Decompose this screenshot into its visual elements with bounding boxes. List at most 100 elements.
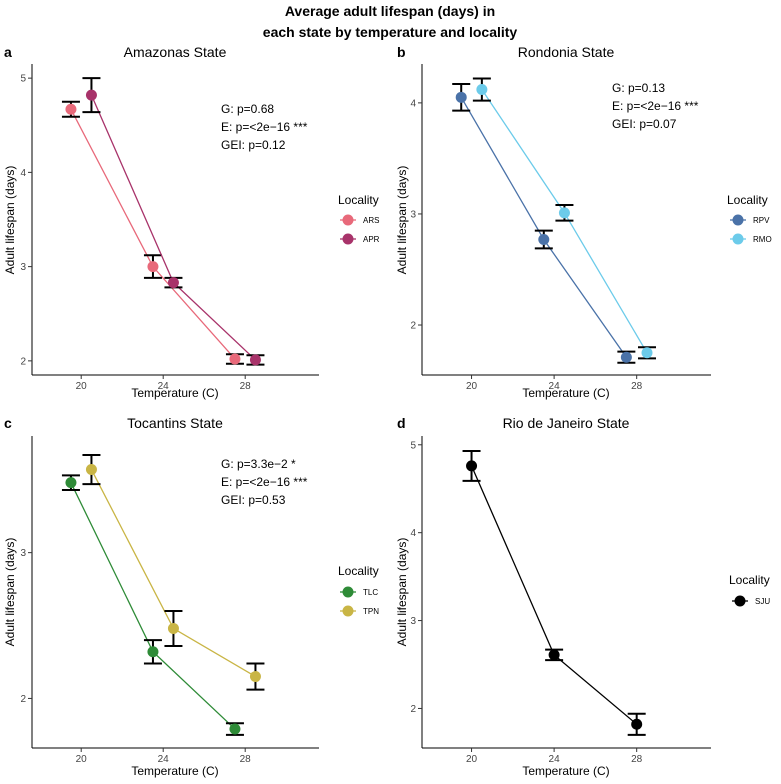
legend-label: TPN xyxy=(363,607,379,616)
stats-annotation: G: p=0.68 xyxy=(221,102,274,116)
legend-key-marker xyxy=(734,595,746,607)
data-point-apr xyxy=(249,354,261,366)
data-point-sju xyxy=(631,718,643,730)
stats-annotation: GEI: p=0.07 xyxy=(612,117,677,131)
legend-title: Locality xyxy=(338,564,379,578)
data-point-apr xyxy=(85,89,97,101)
panel-label: d xyxy=(397,415,406,431)
y-tick-label: 4 xyxy=(410,528,416,539)
figure-title-line2: each state by temperature and locality xyxy=(263,24,518,40)
stats-annotation: GEI: p=0.12 xyxy=(221,138,286,152)
panel-title: Amazonas State xyxy=(124,44,227,60)
x-tick-label: 20 xyxy=(76,381,88,392)
data-point-ars xyxy=(65,103,77,115)
data-point-ars xyxy=(229,353,241,365)
y-tick-label: 2 xyxy=(410,704,416,715)
panel-b: b Rondonia State Temperature (C) Adult l… xyxy=(395,44,772,400)
y-tick-label: 5 xyxy=(20,74,26,85)
x-tick-label: 20 xyxy=(466,381,478,392)
data-point-ars xyxy=(147,261,159,273)
data-point-tlc xyxy=(65,477,77,489)
legend-label: RPV xyxy=(753,216,770,225)
stats-annotation: E: p=<2e−16 *** xyxy=(221,475,308,489)
data-point-tpn xyxy=(85,464,97,476)
panel-label: b xyxy=(397,44,406,60)
data-point-rmo xyxy=(641,347,653,359)
x-axis-label: Temperature (C) xyxy=(131,386,218,400)
y-tick-label: 4 xyxy=(410,98,416,109)
x-tick-label: 20 xyxy=(76,754,88,765)
data-point-tpn xyxy=(167,622,179,634)
x-tick-label: 28 xyxy=(631,754,643,765)
x-tick-label: 24 xyxy=(549,381,561,392)
y-axis-label: Adult lifespan (days) xyxy=(395,166,409,275)
legend-title: Locality xyxy=(338,193,379,207)
legend-key-marker xyxy=(342,605,354,617)
panel-title: Rondonia State xyxy=(518,44,615,60)
stats-annotation: E: p=<2e−16 *** xyxy=(612,99,699,113)
y-tick-label: 3 xyxy=(20,262,26,273)
figure-title-line1: Average adult lifespan (days) in xyxy=(285,3,495,19)
data-point-rmo xyxy=(558,207,570,219)
x-tick-label: 28 xyxy=(631,381,643,392)
y-tick-label: 5 xyxy=(410,440,416,451)
legend-label: TLC xyxy=(363,588,378,597)
x-tick-label: 24 xyxy=(549,754,561,765)
y-tick-label: 3 xyxy=(410,209,416,220)
x-tick-label: 24 xyxy=(158,754,170,765)
panel-title: Rio de Janeiro State xyxy=(503,415,630,431)
legend-key-marker xyxy=(732,233,744,245)
data-point-rpv xyxy=(620,351,632,363)
data-point-sju xyxy=(466,460,478,472)
x-tick-label: 28 xyxy=(240,381,252,392)
x-tick-label: 24 xyxy=(158,381,170,392)
legend-label: ARS xyxy=(363,216,379,225)
panel-label: a xyxy=(4,44,12,60)
x-axis-label: Temperature (C) xyxy=(522,764,609,778)
panel-a: a Amazonas State Temperature (C) Adult l… xyxy=(3,44,380,400)
panel-c: c Tocantins State Temperature (C) Adult … xyxy=(3,415,379,778)
legend-title: Locality xyxy=(727,193,768,207)
y-tick-label: 2 xyxy=(410,321,416,332)
series-line-rpv xyxy=(460,96,627,358)
legend-key-marker xyxy=(342,214,354,226)
stats-annotation: E: p=<2e−16 *** xyxy=(221,120,308,134)
legend-key-marker xyxy=(342,233,354,245)
panel-title: Tocantins State xyxy=(127,415,223,431)
data-point-tlc xyxy=(147,646,159,658)
data-point-rpv xyxy=(455,91,467,103)
data-point-sju xyxy=(548,649,560,661)
y-tick-label: 2 xyxy=(20,356,26,367)
y-tick-label: 2 xyxy=(20,694,26,705)
legend-label: APR xyxy=(363,235,380,244)
legend-title: Locality xyxy=(729,573,770,587)
y-axis-label: Adult lifespan (days) xyxy=(3,538,17,647)
legend-key-marker xyxy=(342,586,354,598)
series-line-apr xyxy=(90,94,256,361)
y-tick-label: 3 xyxy=(20,548,26,559)
data-point-tlc xyxy=(229,723,241,735)
legend-label: RMO xyxy=(753,235,772,244)
data-point-rmo xyxy=(476,84,488,96)
stats-annotation: G: p=3.3e−2 * xyxy=(221,457,296,471)
x-tick-label: 20 xyxy=(466,754,478,765)
y-axis-label: Adult lifespan (days) xyxy=(395,538,409,647)
x-tick-label: 28 xyxy=(240,754,252,765)
data-point-apr xyxy=(167,277,179,289)
stats-annotation: G: p=0.13 xyxy=(612,81,665,95)
panel-label: c xyxy=(4,415,12,431)
x-axis-label: Temperature (C) xyxy=(522,386,609,400)
series-line-ars xyxy=(70,108,236,360)
panel-d: d Rio de Janeiro State Temperature (C) A… xyxy=(395,415,770,778)
data-point-tpn xyxy=(249,671,261,683)
y-axis-label: Adult lifespan (days) xyxy=(3,166,17,275)
x-axis-label: Temperature (C) xyxy=(131,764,218,778)
series-line-sju xyxy=(470,465,638,725)
data-point-rpv xyxy=(538,233,550,245)
stats-annotation: GEI: p=0.53 xyxy=(221,493,286,507)
legend-label: SJU xyxy=(755,597,770,606)
series-line-tlc xyxy=(70,482,236,730)
y-tick-label: 4 xyxy=(20,168,26,179)
legend-key-marker xyxy=(732,214,744,226)
